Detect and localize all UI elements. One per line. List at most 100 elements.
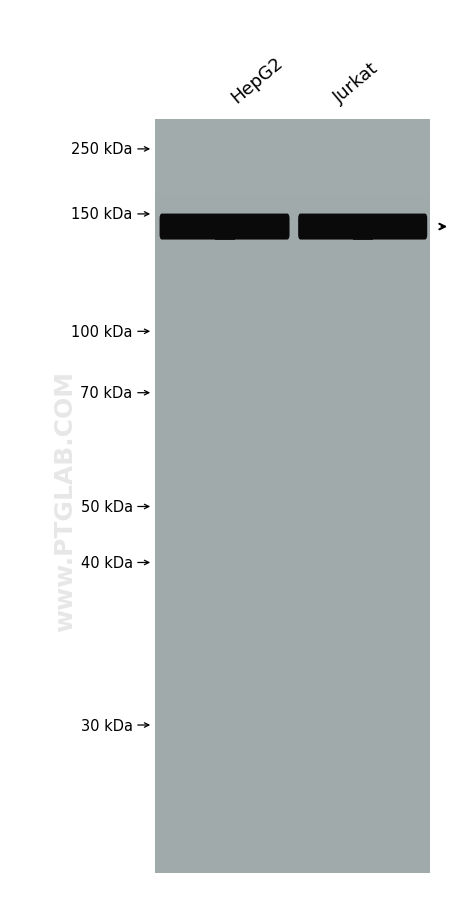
Bar	[401, 223, 402, 236]
Bar	[253, 222, 254, 238]
Bar	[155, 421, 430, 446]
Bar	[321, 223, 322, 235]
Bar	[155, 271, 430, 296]
Bar	[155, 120, 430, 145]
Bar	[155, 396, 430, 421]
Bar	[305, 222, 306, 234]
Bar	[183, 223, 184, 236]
Bar	[167, 222, 168, 234]
Bar	[208, 222, 209, 240]
Bar	[407, 223, 408, 235]
Bar	[302, 222, 303, 234]
Bar	[420, 222, 421, 234]
Bar	[235, 221, 236, 240]
Bar	[258, 223, 259, 237]
Bar	[169, 222, 170, 234]
Bar	[334, 222, 335, 238]
Bar	[413, 222, 414, 235]
Bar	[414, 222, 415, 235]
Bar	[170, 222, 171, 235]
Bar	[245, 222, 246, 239]
Bar	[417, 222, 418, 234]
Bar	[322, 223, 323, 236]
Bar	[411, 222, 412, 235]
Bar	[284, 222, 285, 234]
Bar	[228, 221, 229, 241]
Bar	[330, 223, 331, 237]
Bar	[270, 222, 271, 235]
Bar	[342, 222, 343, 239]
Bar	[311, 222, 312, 235]
Bar	[257, 223, 258, 237]
Bar	[217, 221, 218, 241]
Bar	[353, 221, 354, 240]
Text: Jurkat: Jurkat	[331, 60, 382, 106]
Bar	[351, 221, 352, 240]
Bar	[391, 222, 392, 238]
Bar	[275, 222, 276, 235]
Bar	[327, 223, 328, 236]
Bar	[345, 222, 346, 239]
Bar	[264, 223, 265, 236]
Bar	[347, 222, 348, 240]
Bar	[308, 222, 309, 234]
Bar	[233, 221, 234, 240]
Text: 100 kDa: 100 kDa	[71, 325, 133, 339]
Bar	[381, 222, 382, 239]
Bar	[269, 223, 270, 235]
Bar	[199, 222, 200, 238]
Bar	[307, 222, 308, 234]
Bar	[335, 222, 336, 238]
Bar	[331, 222, 332, 237]
Bar	[250, 222, 251, 238]
Text: 70 kDa: 70 kDa	[81, 386, 133, 400]
Bar	[210, 222, 211, 240]
Bar	[386, 222, 387, 239]
Bar	[241, 222, 242, 240]
Bar	[166, 222, 167, 234]
Bar	[396, 223, 397, 237]
Bar	[231, 221, 232, 241]
Bar	[314, 222, 315, 235]
Bar	[155, 597, 430, 622]
Bar	[178, 222, 179, 235]
Bar	[204, 222, 205, 239]
Bar	[365, 221, 366, 241]
Bar	[244, 222, 245, 239]
Bar	[371, 221, 372, 240]
Bar	[223, 221, 224, 241]
Bar	[326, 223, 327, 236]
Bar	[180, 223, 181, 235]
Bar	[343, 222, 344, 239]
Bar	[416, 222, 417, 235]
Bar	[338, 222, 339, 238]
Bar	[232, 221, 233, 241]
Bar	[175, 222, 176, 235]
Bar	[421, 222, 422, 234]
Bar	[272, 222, 273, 235]
Text: 50 kDa: 50 kDa	[81, 500, 133, 514]
Bar	[337, 222, 338, 238]
Bar	[405, 223, 406, 235]
Bar	[237, 222, 238, 240]
Bar	[155, 245, 430, 271]
Bar	[363, 221, 364, 241]
Bar	[221, 221, 222, 241]
Bar	[317, 222, 318, 235]
Bar	[188, 223, 189, 236]
Text: 250 kDa: 250 kDa	[71, 143, 133, 157]
Bar	[352, 221, 353, 240]
Bar	[200, 222, 201, 238]
Bar	[155, 672, 430, 697]
Bar	[384, 222, 385, 239]
Bar	[403, 223, 404, 236]
Bar	[274, 222, 275, 235]
Bar	[276, 222, 277, 235]
Bar	[277, 222, 278, 235]
Bar	[310, 222, 311, 235]
Bar	[412, 222, 413, 235]
Bar	[390, 222, 391, 238]
Bar	[203, 222, 204, 239]
Bar	[309, 222, 310, 235]
Bar	[313, 222, 314, 235]
